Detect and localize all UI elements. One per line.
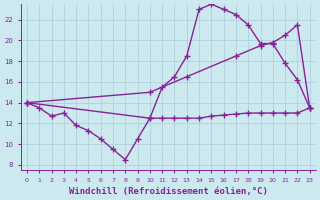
X-axis label: Windchill (Refroidissement éolien,°C): Windchill (Refroidissement éolien,°C): [69, 187, 268, 196]
